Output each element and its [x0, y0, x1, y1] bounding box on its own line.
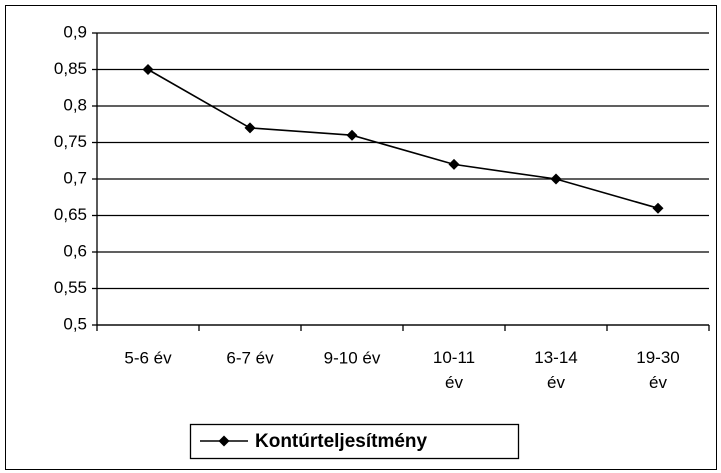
- legend-label: Kontúrteljesítmény: [255, 431, 428, 452]
- data-point: [346, 129, 358, 141]
- y-tick-label: 0,8: [63, 95, 87, 114]
- y-tick-label: 0,6: [63, 241, 87, 260]
- y-tick-label: 0,85: [54, 59, 87, 78]
- x-tick-label: 5-6 év: [124, 348, 172, 367]
- chart-frame: [5, 5, 717, 470]
- data-line: [147, 68, 659, 209]
- data-point: [550, 173, 562, 185]
- x-tick-label: 6-7 év: [226, 348, 274, 367]
- y-tick-label: 0,75: [54, 132, 87, 151]
- data-point: [652, 202, 664, 214]
- data-point: [448, 158, 460, 170]
- x-tick-label: 10-11 év: [433, 348, 475, 392]
- x-tick-label: 19-30 év: [636, 348, 679, 392]
- y-tick-label: 0,9: [63, 22, 87, 41]
- y-tick-label: 0,5: [63, 314, 87, 333]
- y-tick-label: 0,55: [54, 278, 87, 297]
- y-tick-label: 0,7: [63, 168, 87, 187]
- data-point: [142, 64, 154, 75]
- x-tick-label: 13-14 év: [534, 348, 577, 392]
- y-tick-label: 0,65: [54, 205, 87, 224]
- x-tick-label: 9-10 év: [324, 348, 381, 367]
- legend-marker: [218, 435, 230, 447]
- data-point: [244, 122, 256, 134]
